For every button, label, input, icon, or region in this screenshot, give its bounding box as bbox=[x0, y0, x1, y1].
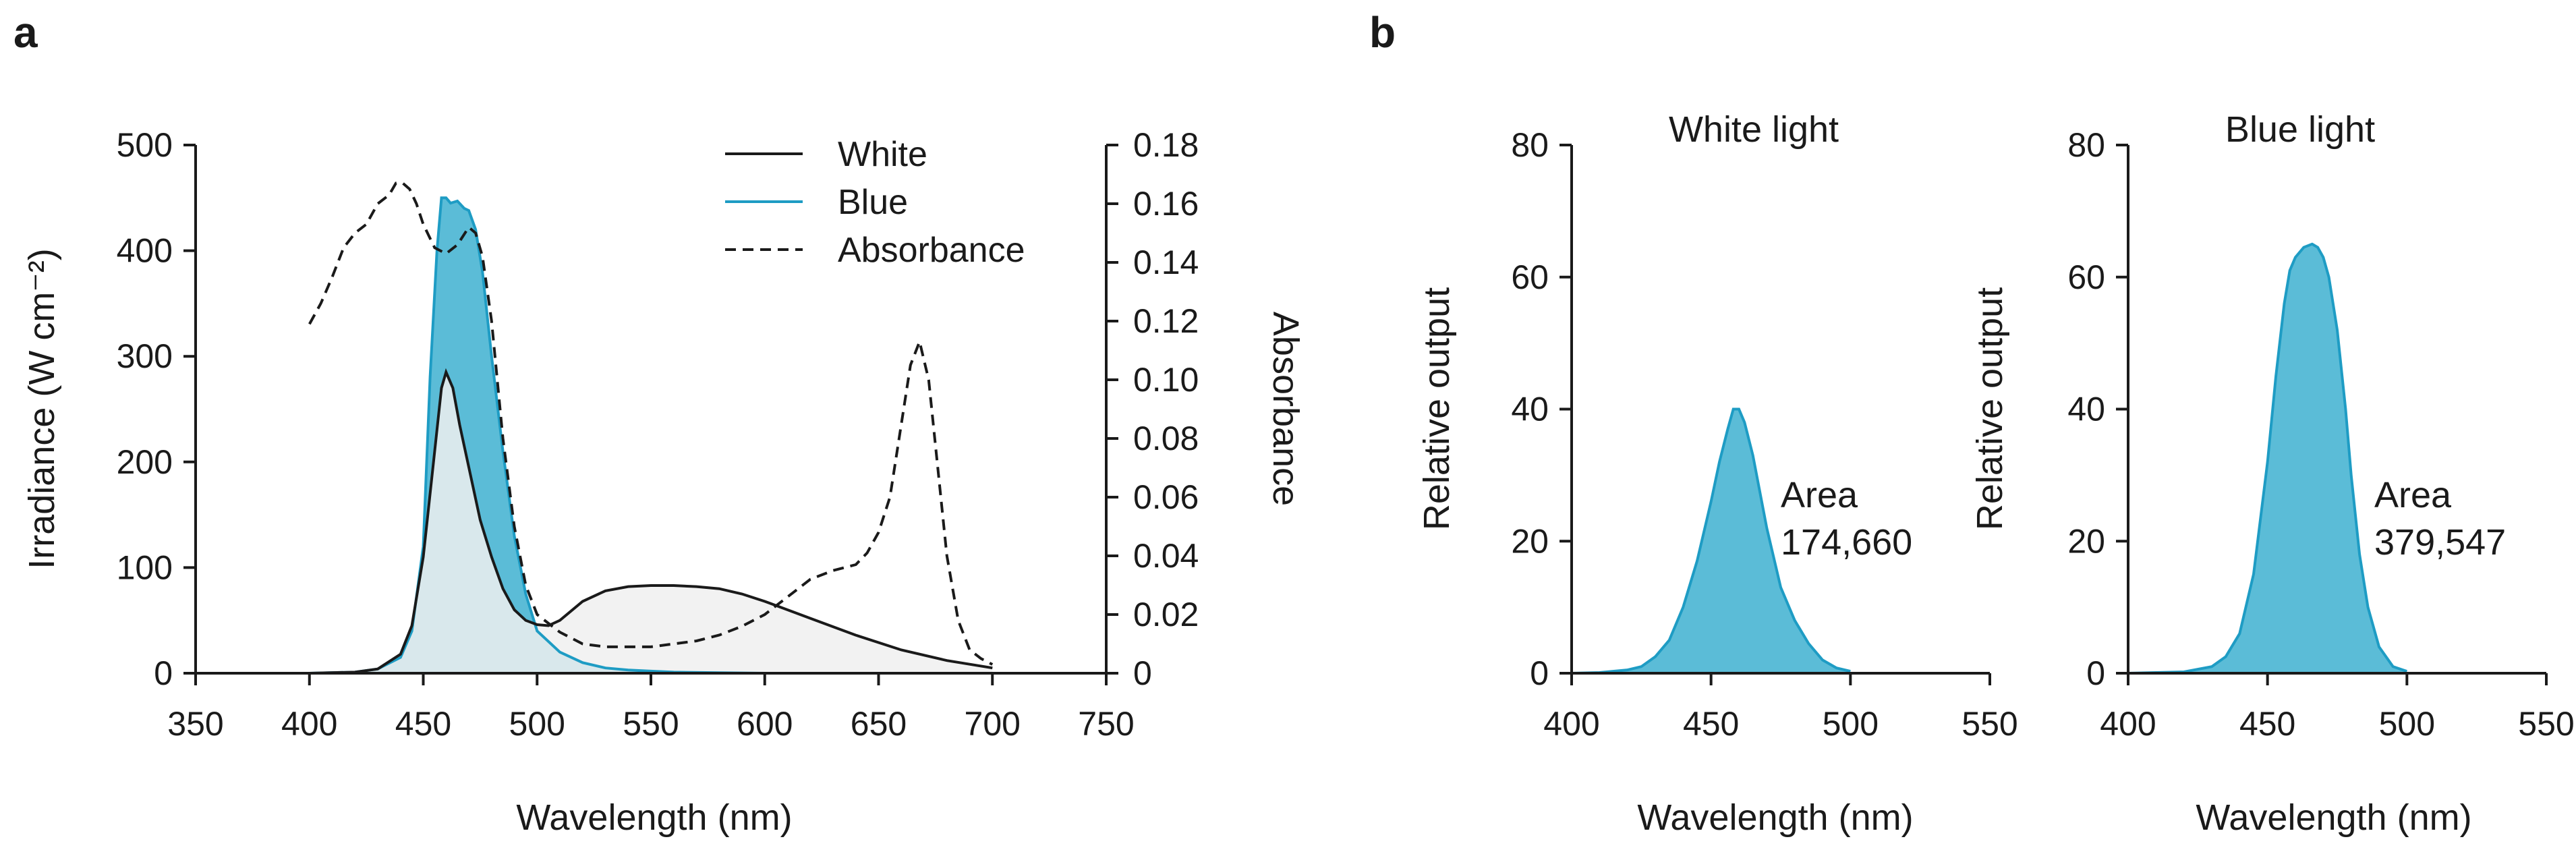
b1-y-tick-label: 60 bbox=[1511, 258, 1549, 296]
panel-a-x-tick-label: 450 bbox=[395, 705, 451, 743]
white-series-line bbox=[309, 368, 993, 675]
b1-y-tick-label: 20 bbox=[1511, 522, 1549, 560]
panel-b-white-x-ticks: 400 450 500 550 bbox=[1543, 673, 2018, 743]
panel-b-blue-y-ticks: 0 20 40 60 80 bbox=[2067, 126, 2128, 692]
panel-b-blue-title: Blue light bbox=[2225, 109, 2375, 150]
panel-b-white-title: White light bbox=[1669, 109, 1839, 150]
legend-absorbance-label: Absorbance bbox=[838, 231, 1025, 270]
panel-b-white-x-axis-title: Wavelength (nm) bbox=[1637, 797, 1913, 838]
panel-a-x-ticks: 350 400 450 500 550 600 650 700 750 bbox=[167, 673, 1135, 743]
b2-x-tick-label: 500 bbox=[2379, 705, 2435, 743]
panel-a-y-ticks: 0 100 200 300 400 500 bbox=[117, 126, 196, 692]
panel-b-white-y-ticks: 0 20 40 60 80 bbox=[1511, 126, 1572, 692]
blue-light-series-line bbox=[2127, 242, 2407, 675]
b2-x-tick-label: 400 bbox=[2100, 705, 2156, 743]
legend-blue-label: Blue bbox=[838, 183, 908, 222]
panel-a-y2-tick-label: 0.10 bbox=[1133, 361, 1199, 399]
panel-a-y2-tick-label: 0.06 bbox=[1133, 478, 1199, 516]
b1-x-tick-label: 450 bbox=[1683, 705, 1739, 743]
b1-x-tick-label: 500 bbox=[1823, 705, 1879, 743]
b2-y-tick-label: 40 bbox=[2067, 391, 2105, 428]
panel-a-y2-ticks: 0 0.02 0.04 0.06 0.08 0.10 0.12 0.14 0.16 0.18 bbox=[1106, 126, 1199, 692]
panel-a-y-tick-label: 0 bbox=[154, 654, 173, 692]
panel-b-blue-area-value: 379,547 bbox=[2374, 522, 2506, 563]
b2-y-tick-label: 20 bbox=[2067, 522, 2105, 560]
b2-x-tick-label: 550 bbox=[2518, 705, 2574, 743]
b2-y-tick-label: 60 bbox=[2067, 258, 2105, 296]
panel-a-label: a bbox=[13, 8, 38, 57]
white-light-series-line bbox=[1571, 407, 1851, 675]
panel-b-blue-y-axis-title: Relative output bbox=[1970, 287, 2010, 530]
b1-y-tick-label: 80 bbox=[1511, 126, 1549, 164]
panel-a-x-tick-label: 500 bbox=[509, 705, 565, 743]
panel-a-y-tick-label: 300 bbox=[117, 337, 173, 375]
blue-light-area-fill bbox=[2128, 244, 2407, 673]
panel-a-x-tick-label: 550 bbox=[623, 705, 679, 743]
white-light-area-fill bbox=[1572, 409, 1851, 673]
panel-a-x-tick-label: 650 bbox=[851, 705, 907, 743]
panel-b-white-y-axis-title: Relative output bbox=[1416, 287, 1457, 530]
b1-y-tick-label: 40 bbox=[1511, 391, 1549, 428]
panel-a-y2-tick-label: 0.16 bbox=[1133, 185, 1199, 223]
b1-y-tick-label: 0 bbox=[1530, 654, 1549, 692]
white-area-fill bbox=[309, 372, 993, 673]
panel-a-y-tick-label: 500 bbox=[117, 126, 173, 164]
panel-b-blue-x-axis-title: Wavelength (nm) bbox=[2196, 797, 2471, 838]
panel-a-y2-tick-label: 0.02 bbox=[1133, 596, 1199, 633]
panel-a-y2-tick-label: 0.12 bbox=[1133, 302, 1199, 340]
b1-x-tick-label: 550 bbox=[1962, 705, 2017, 743]
panel-b-white-chart: 400 450 500 550 0 20 40 60 80 White light Wavel… bbox=[1416, 109, 2018, 838]
panel-a-x-tick-label: 600 bbox=[737, 705, 793, 743]
panel-a-y2-tick-label: 0.04 bbox=[1133, 537, 1199, 575]
panel-a-y2-tick-label: 0 bbox=[1133, 654, 1152, 692]
panel-b-blue-area-label: Area bbox=[2374, 475, 2452, 515]
panel-b-white-area-value: 174,660 bbox=[1781, 522, 1912, 563]
b2-x-tick-label: 450 bbox=[2239, 705, 2295, 743]
panel-a-x-tick-label: 700 bbox=[965, 705, 1021, 743]
panel-a-y2-tick-label: 0.14 bbox=[1133, 244, 1199, 281]
panel-a-y-tick-label: 100 bbox=[117, 548, 173, 586]
panel-a-x-tick-label: 750 bbox=[1078, 705, 1134, 743]
panel-a-x-tick-label: 400 bbox=[281, 705, 337, 743]
panel-a-y2-axis-title: Absorbance bbox=[1265, 312, 1306, 506]
panel-b-white-area-label: Area bbox=[1781, 475, 1858, 515]
panel-a-x-axis-title: Wavelength (nm) bbox=[516, 797, 792, 838]
panel-a-y-tick-label: 200 bbox=[117, 443, 173, 481]
panel-a-x-tick-label: 350 bbox=[167, 705, 223, 743]
panel-a-y2-tick-label: 0.08 bbox=[1133, 420, 1199, 457]
panel-b-blue-x-ticks: 400 450 500 550 bbox=[2100, 673, 2575, 743]
panel-b-blue-chart: 400 450 500 550 0 20 40 60 80 Blue light Wavele… bbox=[1970, 109, 2575, 838]
absorbance-series-line bbox=[308, 181, 994, 666]
panel-a-y2-tick-label: 0.18 bbox=[1133, 126, 1199, 164]
b2-y-tick-label: 80 bbox=[2067, 126, 2105, 164]
legend-white-label: White bbox=[838, 135, 927, 174]
panel-a-y-axis-title: Irradiance (W cm⁻²) bbox=[22, 248, 62, 569]
panel-a-legend: White Blue Absorbance bbox=[725, 135, 1025, 270]
panel-a-chart: 350 400 450 500 550 600 650 700 750 0 100 200 300 40… bbox=[22, 126, 1306, 838]
b2-y-tick-label: 0 bbox=[2086, 654, 2105, 692]
panel-a-y-tick-label: 400 bbox=[117, 232, 173, 270]
b1-x-tick-label: 400 bbox=[1543, 705, 1599, 743]
panel-b-label: b bbox=[1369, 8, 1396, 57]
